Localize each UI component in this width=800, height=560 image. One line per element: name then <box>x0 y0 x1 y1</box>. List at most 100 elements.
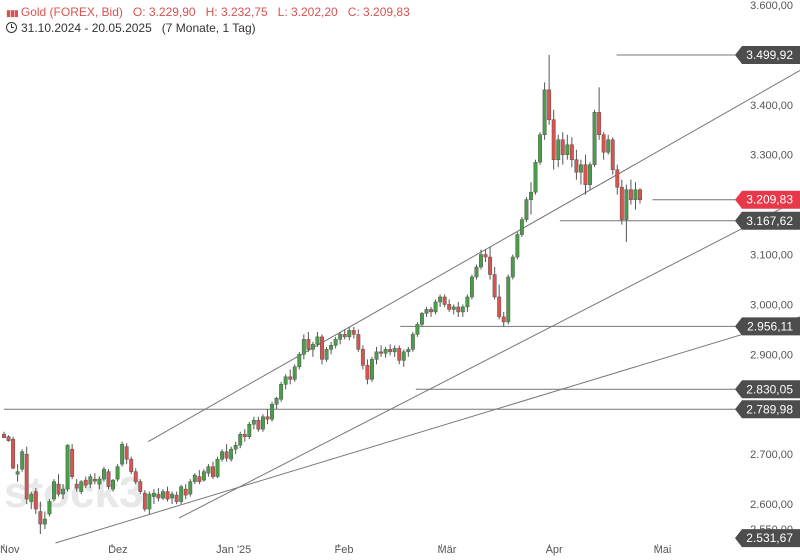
candle-body <box>79 481 84 492</box>
x-tick-label: Apr <box>546 544 563 556</box>
candle-body <box>415 324 420 335</box>
candle-body <box>211 466 215 477</box>
candle-body <box>24 453 29 500</box>
candle-body <box>592 112 597 165</box>
candle-body <box>106 471 111 487</box>
y-axis: 3.600,00 3.400,00 3.300,00 3.100,00 3.000,00… <box>750 0 793 536</box>
candle-body <box>424 309 429 314</box>
candle-body <box>6 436 11 441</box>
candle-body <box>374 351 379 360</box>
candle-body <box>451 306 456 310</box>
candle-body <box>556 139 561 160</box>
instrument-name: Gold (FOREX, Bid) <box>20 5 123 19</box>
candle-body <box>533 161 538 193</box>
level-label-box-3 <box>735 317 800 336</box>
candle-body <box>447 304 452 310</box>
candle-body <box>370 359 374 380</box>
candle-body <box>147 493 152 510</box>
candle-body <box>379 351 384 354</box>
candle-body <box>306 339 311 350</box>
candle-body <box>333 339 338 346</box>
y-tick-label: 2.600,00 <box>750 499 793 511</box>
level-label-box-1 <box>735 190 800 209</box>
level-label-2: 3.167,62 <box>746 214 793 228</box>
candle-body <box>638 189 642 200</box>
level-label-box-6 <box>735 529 800 548</box>
x-tick-label: Mär <box>437 544 456 556</box>
candle-body <box>101 468 106 480</box>
candle-body <box>288 376 293 380</box>
level-label-4: 2.830,05 <box>746 382 793 396</box>
x-tick-label: Dez <box>108 544 128 556</box>
candle-body <box>515 234 520 258</box>
candle-body <box>438 296 443 303</box>
candle-body <box>220 451 225 460</box>
candle-body <box>465 296 470 308</box>
candle-body <box>324 349 329 360</box>
candle-body <box>129 458 134 472</box>
candle-body <box>351 330 356 335</box>
x-tick-label: Nov <box>0 544 20 556</box>
candle-body <box>610 139 615 170</box>
candle-body <box>320 336 324 360</box>
candle-body <box>419 313 424 325</box>
candle-body <box>188 481 193 495</box>
candle-body <box>392 348 397 353</box>
candle-body <box>410 334 415 350</box>
candle-body <box>519 219 524 235</box>
candle-body <box>197 476 202 482</box>
candle-body <box>492 274 497 298</box>
period-length: (7 Monate, 1 Tag) <box>161 21 256 35</box>
x-tick-label: Feb <box>335 544 354 556</box>
candle-body <box>338 334 343 340</box>
candle-body <box>488 256 493 275</box>
candle-body <box>456 306 461 313</box>
candle-body <box>70 448 75 477</box>
candle-body <box>551 119 556 160</box>
candle-body <box>342 334 347 338</box>
trendlines <box>55 69 800 544</box>
candle-body <box>606 139 611 153</box>
chart-type-icon[interactable]: ▮▮▮ <box>6 8 19 18</box>
candle-body <box>365 365 370 380</box>
candle-body <box>297 354 302 368</box>
candle-body <box>192 474 197 482</box>
candle-body <box>29 493 34 502</box>
level-label-box-0 <box>735 45 800 64</box>
candle-body <box>142 492 147 510</box>
date-range: 31.10.2024 - 20.05.2025 <box>21 21 152 35</box>
candle-body <box>401 351 406 361</box>
candle-body <box>206 466 211 474</box>
y-tick-label: 3.000,00 <box>750 299 793 311</box>
x-tick-label: Jan '25 <box>216 544 251 556</box>
candle-body <box>151 492 156 497</box>
candle-body <box>170 493 175 499</box>
candle-body <box>97 478 102 485</box>
candle-body <box>301 339 306 355</box>
candle-body <box>183 488 188 496</box>
candle-body <box>179 486 184 502</box>
x-tick-label: Mai <box>654 544 672 556</box>
trendline-0 <box>147 69 800 443</box>
candle-body <box>224 451 229 459</box>
level-label-6: 2.531,67 <box>746 531 793 545</box>
candle-body <box>83 479 88 486</box>
candle-body <box>156 493 161 499</box>
candle-body <box>165 491 170 500</box>
candle-body <box>111 479 115 490</box>
candle-body <box>529 191 533 200</box>
candle-body <box>315 336 320 345</box>
candle-body <box>56 483 61 495</box>
candle-body <box>442 296 447 305</box>
candle-body <box>565 144 570 155</box>
candle-body <box>124 446 129 460</box>
quote-header: ▮▮▮ Gold (FOREX, Bid) O: 3.229,90 H: 3.232,… <box>6 5 410 19</box>
candle-body <box>138 481 143 492</box>
candle-body <box>133 471 138 482</box>
candle-body <box>65 444 70 490</box>
candle-body <box>274 398 279 405</box>
candle-body <box>460 306 465 313</box>
period-header: 31.10.2024 - 20.05.2025 (7 Monate, 1 Tag) <box>6 21 256 35</box>
